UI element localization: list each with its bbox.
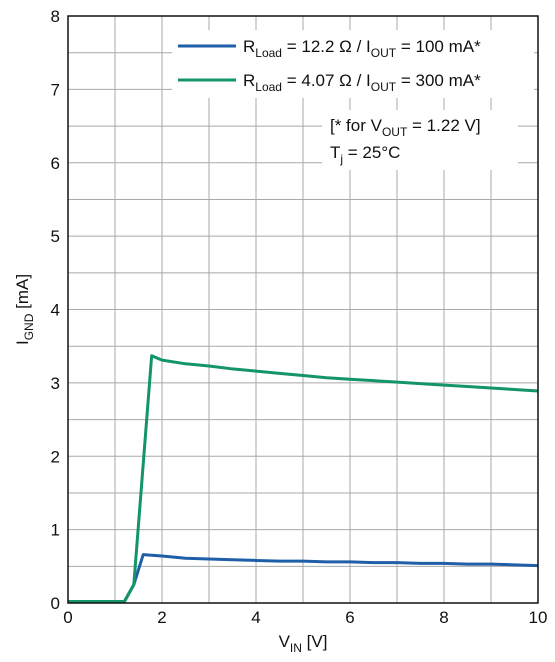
legend-background — [172, 30, 534, 98]
y-tick-label: 3 — [51, 374, 60, 393]
series-line-1 — [68, 553, 539, 604]
x-tick-label: 0 — [63, 608, 72, 627]
x-tick-label: 4 — [251, 608, 260, 627]
series-line-2 — [68, 354, 539, 604]
x-tick-label: 10 — [529, 608, 548, 627]
annotation-background — [322, 110, 518, 170]
x-axis-label: VIN [V] — [279, 632, 328, 655]
y-tick-label: 5 — [51, 227, 60, 246]
annotation-temperature: Tj = 25°C — [330, 143, 400, 166]
legend: RLoad = 12.2 Ω / IOUT = 100 mA* RLoad = … — [172, 30, 534, 98]
annotation-vout: [* for VOUT = 1.22 V] — [330, 116, 481, 139]
x-tick-label: 2 — [157, 608, 166, 627]
series-layer — [68, 354, 539, 604]
y-tick-label: 7 — [51, 80, 60, 99]
y-tick-label: 6 — [51, 154, 60, 173]
conditions-annotation: [* for VOUT = 1.22 V] Tj = 25°C — [322, 110, 518, 170]
y-tick-label: 0 — [51, 594, 60, 613]
y-tick-label: 1 — [51, 521, 60, 540]
y-tick-label: 8 — [51, 7, 60, 26]
x-tick-label: 8 — [439, 608, 448, 627]
y-axis-label: IGND [mA] — [13, 274, 36, 345]
y-tick-label: 2 — [51, 447, 60, 466]
y-tick-label: 4 — [51, 301, 60, 320]
plot-frame — [67, 15, 539, 604]
legend-label-series-1: RLoad = 12.2 Ω / IOUT = 100 mA* — [243, 37, 481, 60]
x-tick-label: 6 — [345, 608, 354, 627]
legend-label-series-2: RLoad = 4.07 Ω / IOUT = 300 mA* — [243, 71, 481, 94]
tick-labels: 0 2 4 6 8 10 0 1 2 3 4 5 6 7 8 — [51, 7, 548, 627]
